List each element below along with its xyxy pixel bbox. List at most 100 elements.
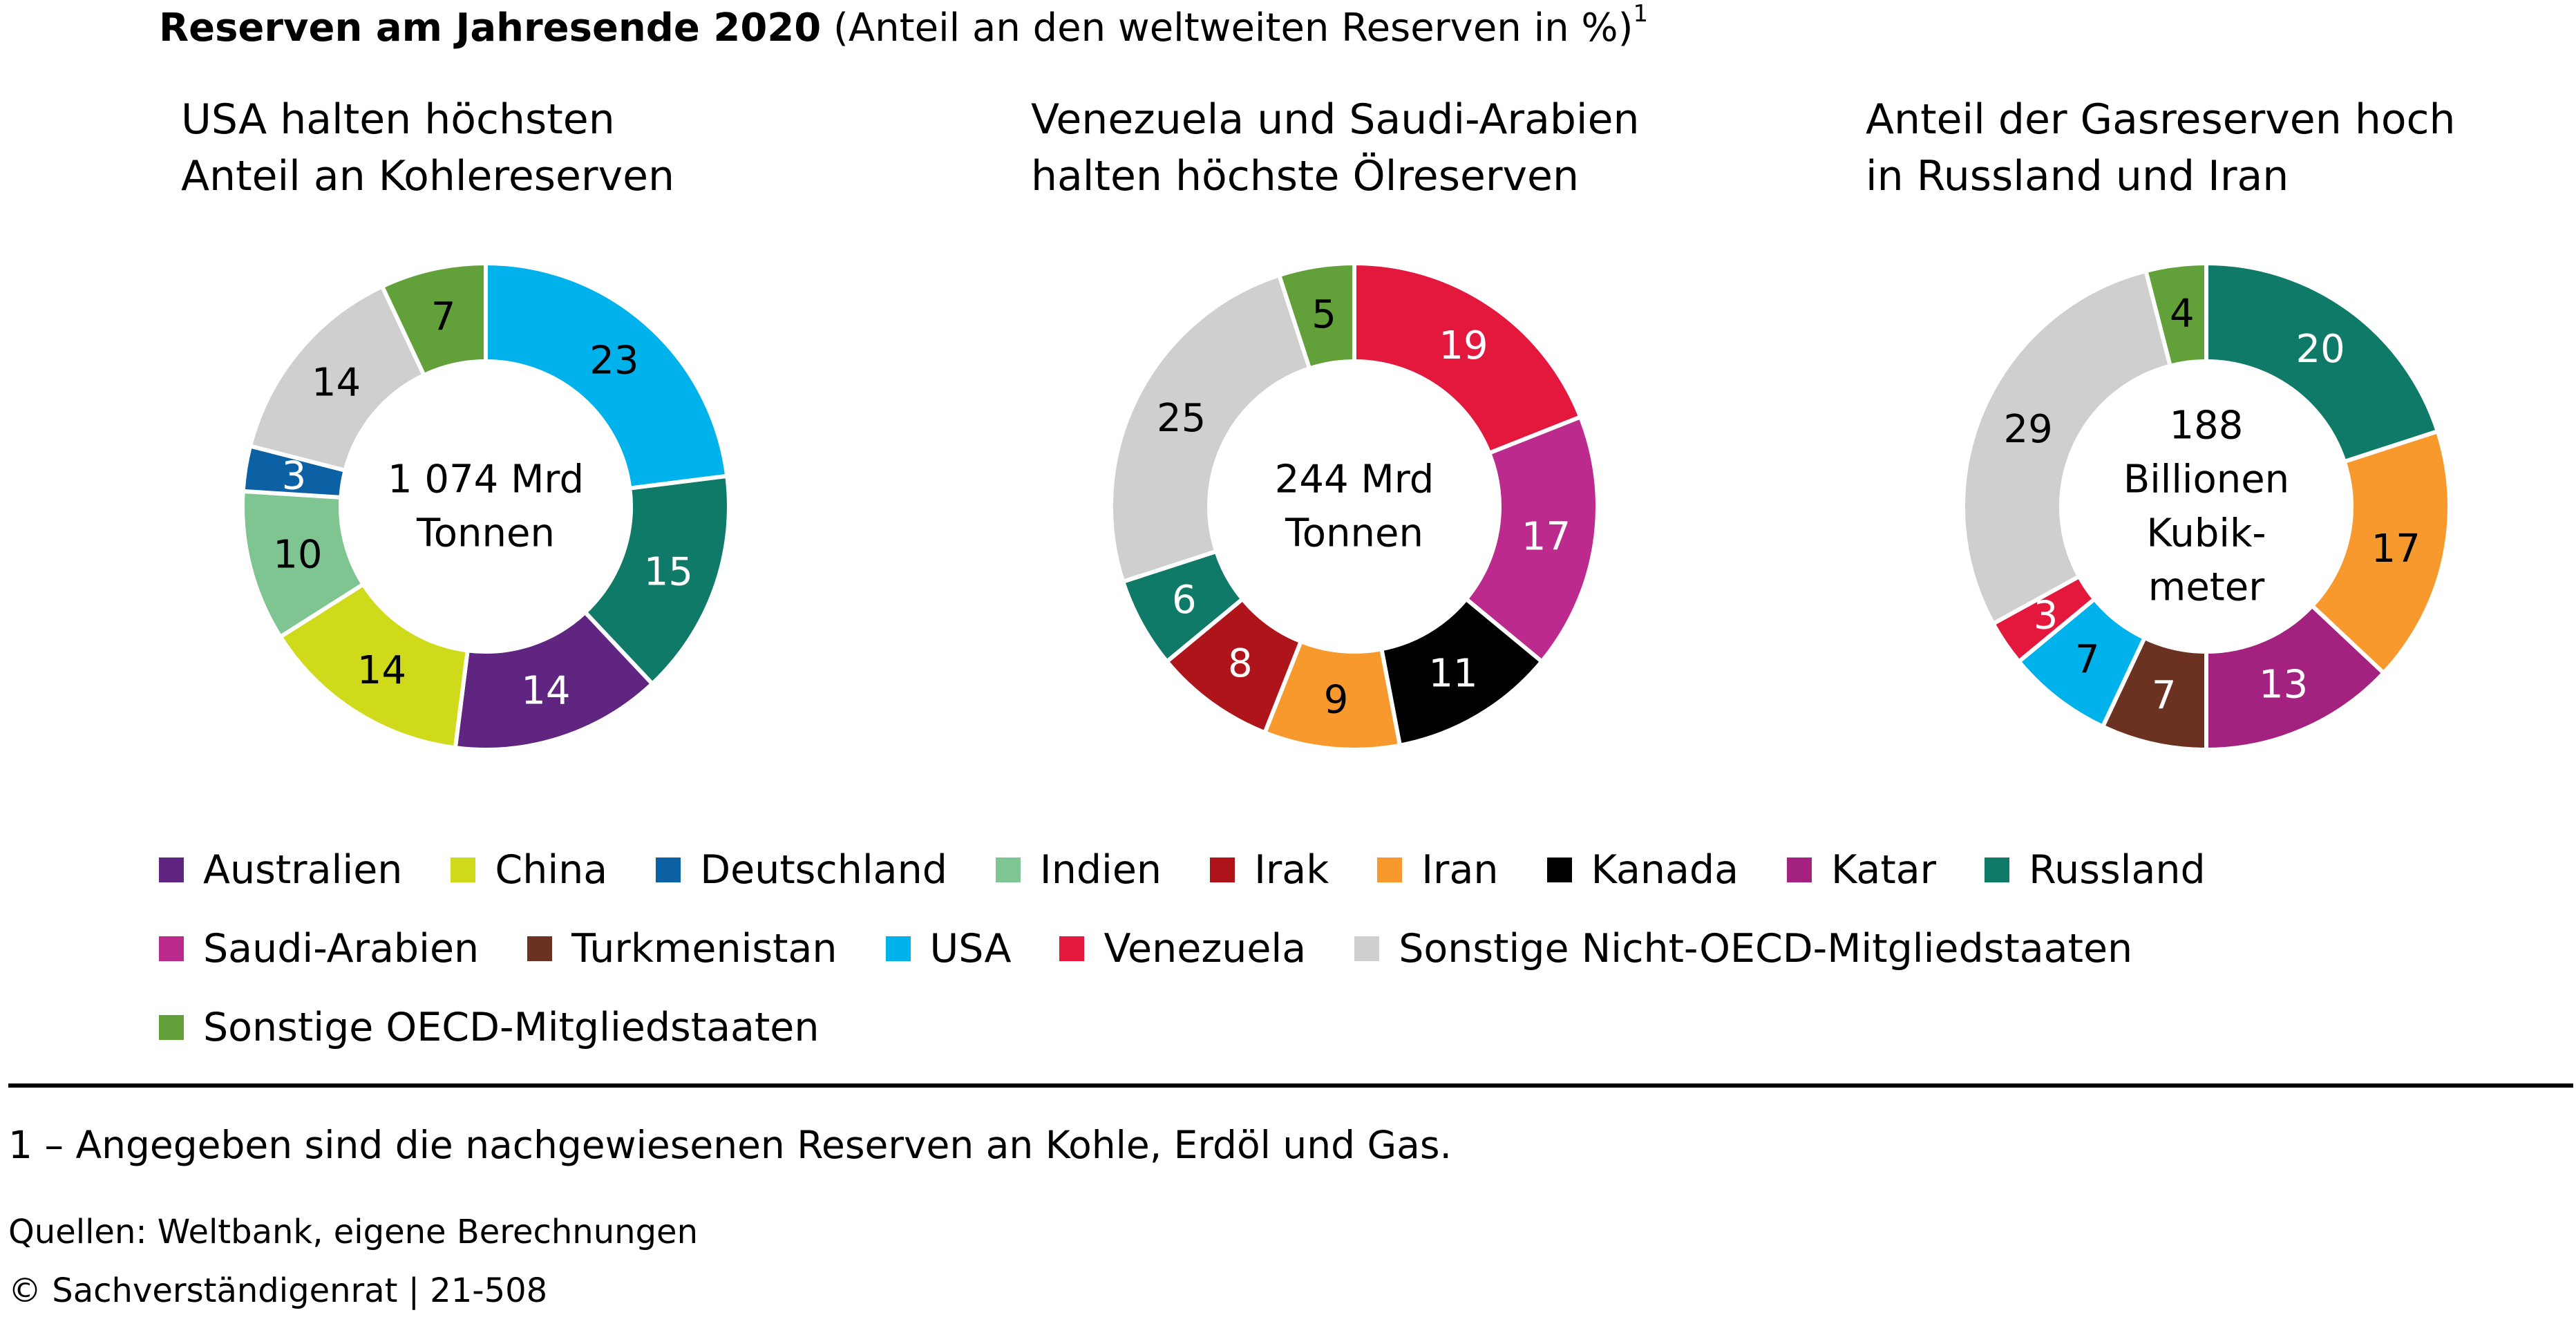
legend-item: Russland <box>1985 847 2206 893</box>
legend-swatch <box>159 858 184 882</box>
legend-item: Kanada <box>1546 847 1739 893</box>
gas-slice-label: 7 <box>2075 638 2100 683</box>
oil-slice-venezuela <box>1352 261 1584 456</box>
coal-slice-label: 7 <box>431 294 456 339</box>
footnote-divider <box>8 1083 2573 1088</box>
oil-slice-sonstige-oecd-mitgliedstaaten <box>1276 261 1356 372</box>
coal-slice-usa <box>484 261 730 491</box>
legend-swatch <box>159 936 184 961</box>
legend-label: Turkmenistan <box>571 926 837 972</box>
oil-slice-label: 6 <box>1172 578 1197 623</box>
legend-item: Saudi-Arabien <box>159 926 479 972</box>
coal-slice-russland <box>582 473 731 687</box>
legend-item: Turkmenistan <box>527 926 837 972</box>
coal-slice-label: 14 <box>357 648 406 693</box>
oil-donut: 19 17 11 9 86 25 5 244 Mrd Tonnen <box>1109 261 1600 752</box>
gas-slice-label: 17 <box>2371 527 2421 571</box>
coal-chart-title-line: USA halten höchsten <box>181 95 615 144</box>
oil-slice-label: 17 <box>1522 514 1571 559</box>
oil-chart-title-line: Venezuela und Saudi-Arabien <box>1031 95 1640 144</box>
title-bold: Reserven am Jahresende 2020 <box>159 6 822 50</box>
coal-slice-label: 14 <box>312 360 361 405</box>
legend-item: Deutschland <box>656 847 947 893</box>
coal-slice-label: 15 <box>644 550 693 595</box>
legend-swatch <box>1059 936 1085 961</box>
oil-slice-label: 19 <box>1439 323 1488 368</box>
legend-swatch <box>656 858 681 882</box>
legend-item: Indien <box>995 847 1162 893</box>
legend-label: China <box>495 847 608 893</box>
legend-item: Katar <box>1787 847 1936 893</box>
gas-chart-title-line: Anteil der Gasreserven hoch <box>1866 95 2456 144</box>
gas-center-label: Billionen <box>2123 457 2289 502</box>
oil-chart-title-line: halten höchste Ölreserven <box>1031 152 1579 200</box>
oil-slice-label: 8 <box>1228 641 1253 686</box>
coal-slice-label: 10 <box>273 532 322 577</box>
legend-item: Iran <box>1377 847 1499 893</box>
gas-chart-title: Anteil der Gasreserven hoch in Russland … <box>1866 91 2456 205</box>
gas-center-label: Kubik- <box>2146 511 2266 556</box>
oil-slice-label: 25 <box>1157 396 1206 441</box>
legend-item: USA <box>885 926 1012 972</box>
coal-chart-title-line: Anteil an Kohlereserven <box>181 152 675 200</box>
gas-slice-russland <box>2204 261 2441 464</box>
oil-slice-label: 9 <box>1324 677 1349 722</box>
oil-center-label: Tonnen <box>1285 511 1423 556</box>
gas-slice-sonstige-nicht-oecd-mitgliedstaaten <box>1961 268 2173 627</box>
figure-title: Reserven am Jahresende 2020 (Anteil an d… <box>159 2 1648 50</box>
legend-swatch <box>1787 858 1812 882</box>
legend-label: Venezuela <box>1104 926 1307 972</box>
legend-label: USA <box>929 926 1012 972</box>
legend-swatch <box>1985 858 2010 882</box>
legend-item: China <box>451 847 607 893</box>
legend: Australien China Deutschland Indien Irak Iran… <box>159 831 2508 1067</box>
legend-label: Australien <box>203 847 403 893</box>
legend-label: Deutschland <box>700 847 947 893</box>
gas-chart-title-line: in Russland und Iran <box>1866 152 2289 200</box>
oil-slice-saudi-arabien <box>1463 414 1600 665</box>
legend-swatch <box>1354 936 1380 961</box>
legend-label: Kanada <box>1591 847 1739 893</box>
legend-label: Indien <box>1039 847 1162 893</box>
coal-chart-title: USA halten höchsten Anteil an Kohlereser… <box>181 91 674 205</box>
copyright-note: © Sachverständigenrat | 21-508 <box>8 1271 548 1310</box>
legend-item: Irak <box>1210 847 1329 893</box>
legend-label: Russland <box>2029 847 2206 893</box>
coal-slice-label: 14 <box>521 669 570 714</box>
legend-label: Sonstige Nicht-OECD-Mitgliedstaaten <box>1399 926 2133 972</box>
source-note: Quellen: Weltbank, eigene Berechnungen <box>8 1213 698 1251</box>
legend-label: Katar <box>1831 847 1937 893</box>
legend-swatch <box>1546 858 1572 882</box>
gas-slice-label: 13 <box>2259 662 2308 707</box>
legend-swatch <box>885 936 911 961</box>
legend-label: Saudi-Arabien <box>203 926 480 972</box>
gas-slice-label: 20 <box>2296 327 2345 372</box>
legend-swatch <box>995 858 1021 882</box>
legend-swatch <box>1210 858 1235 882</box>
gas-center-label: meter <box>2148 565 2265 610</box>
oil-slice-sonstige-nicht-oecd-mitgliedstaaten <box>1109 272 1312 585</box>
legend-label: Sonstige OECD-Mitgliedstaaten <box>203 1005 820 1050</box>
oil-chart-title: Venezuela und Saudi-Arabien halten höchs… <box>1031 91 1640 205</box>
legend-item: Sonstige OECD-Mitgliedstaaten <box>159 1005 820 1050</box>
legend-label: Irak <box>1254 847 1329 893</box>
gas-slice-label: 29 <box>2003 407 2052 452</box>
gas-slice-label: 7 <box>2152 674 2177 719</box>
title-footnote-marker: 1 <box>1633 0 1649 28</box>
legend-item: Sonstige Nicht-OECD-Mitgliedstaaten <box>1354 926 2132 972</box>
legend-swatch <box>1377 858 1403 882</box>
legend-swatch <box>527 936 553 961</box>
gas-slice-sonstige-oecd-mitgliedstaaten <box>2143 261 2208 369</box>
oil-slice-label: 11 <box>1428 651 1477 696</box>
legend-item: Australien <box>159 847 402 893</box>
gas-slice-label: 4 <box>2170 292 2195 337</box>
coal-center-label: Tonnen <box>416 511 555 556</box>
legend-row: Sonstige OECD-Mitgliedstaaten <box>159 988 2508 1067</box>
legend-item: Venezuela <box>1059 926 1306 972</box>
oil-center-label: 244 Mrd <box>1275 457 1434 502</box>
footnote: 1 – Angegeben sind die nachgewiesenen Re… <box>8 1123 1452 1167</box>
gas-slice-iran <box>2309 428 2452 676</box>
